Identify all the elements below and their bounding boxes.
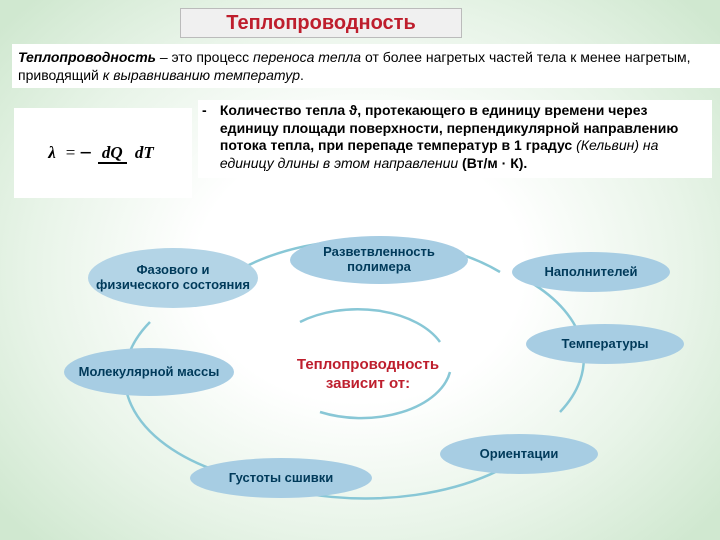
description-box: - Количество тепла ϑ, протекающего в еди… — [198, 100, 712, 178]
factors-diagram: Теплопроводность зависит от: Фазового и … — [0, 222, 720, 540]
definition-dash: – — [156, 49, 172, 65]
factor-bubble-5: Ориентации — [440, 434, 598, 474]
bullet-text: Количество тепла ϑ, протекающего в едини… — [220, 102, 702, 172]
formula-eq: = — [66, 143, 76, 163]
definition-t1: это процесс — [172, 49, 253, 65]
factor-bubble-3: Температуры — [526, 324, 684, 364]
factor-bubble-4: Молекулярной массы — [64, 348, 234, 396]
factor-bubble-1: Разветвленность полимера — [290, 236, 468, 284]
formula-den: dT — [131, 143, 158, 162]
bullet-t2: (Вт/м · К). — [458, 155, 527, 171]
formula-lambda: λ — [48, 143, 56, 163]
page-title: Теплопроводность — [180, 8, 462, 38]
central-l1: Теплопроводность — [278, 356, 458, 375]
definition-em2: к выравниванию температур — [103, 67, 300, 83]
definition-t3: . — [300, 67, 304, 83]
definition-term: Теплопроводность — [18, 49, 156, 65]
factor-bubble-2: Наполнителей — [512, 252, 670, 292]
central-label: Теплопроводность зависит от: — [278, 356, 458, 394]
formula-fraction: dQ dT — [98, 143, 158, 163]
definition-em1: переноса тепла — [253, 49, 361, 65]
factor-bubble-6: Густоты сшивки — [190, 458, 372, 498]
formula-neg: − — [79, 140, 92, 166]
definition-box: Теплопроводность – это процесс переноса … — [12, 44, 720, 88]
formula-num: dQ — [98, 143, 127, 164]
factor-bubble-0: Фазового и физического состояния — [88, 248, 258, 308]
formula-box: λ = − dQ dT — [14, 108, 192, 198]
central-l2: зависит от: — [278, 375, 458, 394]
bullet-dash: - — [202, 102, 216, 120]
